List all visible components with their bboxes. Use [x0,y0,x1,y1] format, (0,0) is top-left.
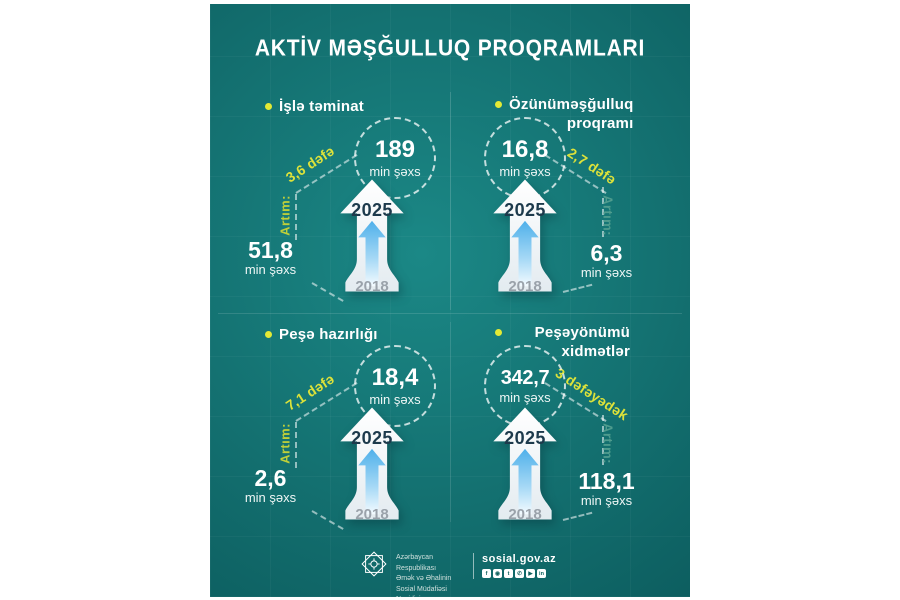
section-header: Peşəyönümü xidmətlər [495,324,630,362]
section-ozunumesgulluq: Özünüməşğulluq proqramı 2,7 dəfə Artım: … [450,86,690,314]
year-start-label: 2018 [355,278,389,295]
value-2025: 189 [374,135,416,163]
section-label: Peşə hazırlığı [279,326,378,343]
value-2025-circle: 189 min şəxs [354,117,436,199]
bullet-icon [495,101,502,108]
value-2018-block: 118,1 min şəxs [554,469,659,508]
value-unit: min şəxs [580,265,633,281]
vertical-divider [450,322,451,522]
ministry-line: Sosial Müdafiəsi Nazirliyi [396,585,447,598]
value-2018-block: 51,8 min şəxs [218,238,323,277]
value-2025: 342,7 [500,366,550,389]
footer-divider [473,553,474,579]
dashed-connector [602,415,604,465]
dashed-connector [562,283,593,293]
value-2018: 51,8 [248,237,293,263]
ministry-emblem-icon [361,551,387,577]
year-end-label: 2025 [351,428,393,448]
section-peseyonumu-xidmetler: Peşəyönümü xidmətlər 3 dəfəyədək Artım: … [450,314,690,542]
horizontal-divider [218,313,682,314]
value-unit: min şəxs [369,163,421,179]
section-label: Peşəyönümü xidmətlər [534,324,630,360]
value-unit: min şəxs [499,163,551,179]
value-2025-circle: 18,4 min şəxs [354,345,436,427]
growth-arrow-icon: 2025 2018 [489,178,561,302]
value-unit: min şəxs [244,490,297,506]
value-2025: 18,4 [371,363,419,391]
year-end-label: 2025 [504,428,546,448]
section-pese-hazirligi: Peşə hazırlığı 7,1 dəfə Artım: 18,4 min … [210,314,450,542]
bullet-icon [265,103,272,110]
twitter-icon: t [504,569,513,578]
section-header: Peşə hazırlığı [265,326,378,345]
value-unit: min şəxs [244,262,297,278]
facebook-icon: f [482,569,491,578]
youtube-icon: ▶ [526,569,535,578]
bullet-icon [265,331,272,338]
dashed-connector [295,194,297,240]
section-isle-teminat: İşlə təminat 3,6 dəfə Artım: 189 min şəx… [210,86,450,314]
dashed-connector [602,187,604,237]
value-2018-block: 2,6 min şəxs [218,466,323,505]
section-label: Özünüməşğulluq proqramı [509,96,634,132]
year-start-label: 2018 [508,278,542,295]
value-2025: 16,8 [501,135,549,163]
social-icons-row: f ◉ t ✆ ▶ in [482,569,546,578]
section-header: İşlə təminat [265,98,364,117]
growth-arrow-icon: 2025 2018 [489,406,561,530]
value-2018: 2,6 [254,465,287,491]
website-link: sosial.gov.az [482,553,557,565]
infographic-poster: AKTİV MƏŞĞULLUQ PROQRAMLARI İşlə təminat… [210,4,690,597]
dashed-connector [295,422,297,468]
section-header: Özünüməşğulluq proqramı [495,96,634,134]
ministry-name: Azərbaycan Respublikası Əmək və Əhalinin… [396,553,468,597]
value-2018: 6,3 [590,240,623,266]
value-2018-block: 6,3 min şəxs [554,241,659,280]
growth-arrow-icon: 2025 2018 [336,178,408,302]
value-unit: min şəxs [580,493,633,509]
page-title: AKTİV MƏŞĞULLUQ PROQRAMLARI [254,35,646,62]
vertical-divider [450,92,451,310]
growth-caption: Artım: [277,195,293,236]
year-start-label: 2018 [355,506,389,523]
value-2018: 118,1 [578,468,635,494]
linkedin-icon: in [537,569,546,578]
bullet-icon [495,329,502,336]
growth-arrow-icon: 2025 2018 [336,406,408,530]
ministry-line: Azərbaycan Respublikası [396,554,437,572]
value-unit: min şəxs [369,391,421,407]
year-start-label: 2018 [508,506,542,523]
instagram-icon: ◉ [493,569,502,578]
year-end-label: 2025 [351,200,393,220]
footer: Azərbaycan Respublikası Əmək və Əhalinin… [210,4,690,597]
growth-caption: Artım: [277,423,293,464]
value-unit: min şəxs [499,389,551,405]
ministry-line: Əmək və Əhalinin [396,575,452,582]
dashed-connector [562,511,593,521]
section-label: İşlə təminat [279,98,364,115]
growth-caption: Artım: [600,423,616,464]
growth-caption: Artım: [600,195,616,236]
year-end-label: 2025 [504,200,546,220]
phone-icon: ✆ [515,569,524,578]
